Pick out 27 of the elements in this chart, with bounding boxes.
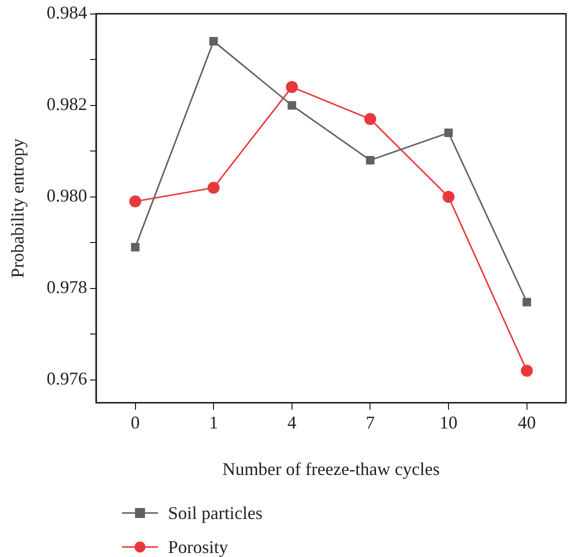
y-tick-label: 0.982 [46,94,88,114]
point [444,128,453,138]
point [366,156,374,164]
x-tick-label: 4 [287,412,296,432]
point [129,195,142,208]
x-tick-label: 40 [518,412,536,432]
y-tick-label: 0.978 [46,277,88,298]
x-tick-label: 10 [440,412,458,432]
y-axis-title: Probability entropy [8,138,28,278]
point [288,101,296,110]
point [522,298,532,306]
legend-label: Soil particles [168,502,262,524]
x-axis-title: Number of freeze-thaw cycles [222,458,440,479]
x-tick-label: 7 [366,412,375,432]
point [442,190,455,203]
point [209,37,218,46]
point [131,242,140,252]
x-tick-label: 1 [209,412,218,432]
y-tick-label: 0.980 [46,186,88,206]
point [520,364,533,377]
point [208,182,220,194]
x-tick-label: 0 [130,412,140,432]
y-tick-label: 0.976 [46,368,88,389]
legend-label: Porosity [168,536,228,557]
point [364,113,376,126]
point [286,81,298,94]
y-tick-label: 0.984 [46,2,88,23]
